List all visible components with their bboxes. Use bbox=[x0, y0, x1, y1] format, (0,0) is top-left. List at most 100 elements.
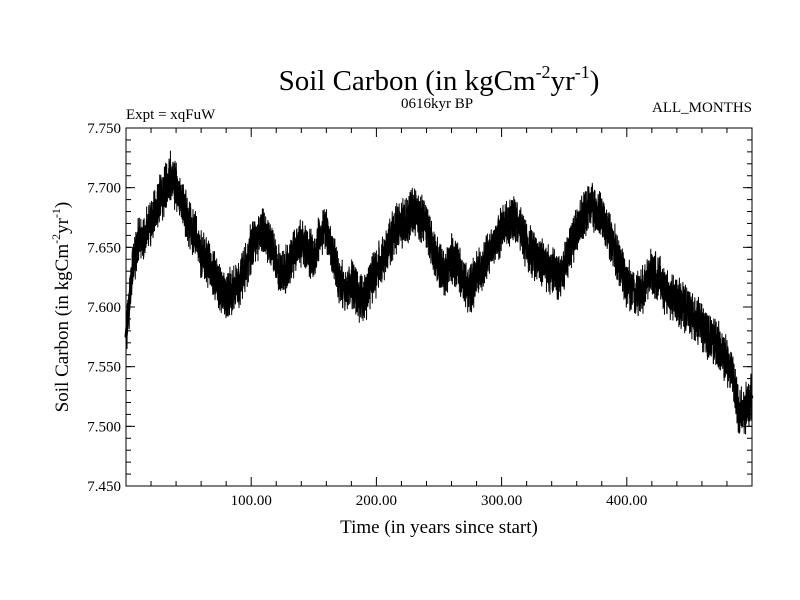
data-point bbox=[625, 281, 628, 285]
data-point bbox=[575, 228, 578, 231]
data-point bbox=[744, 407, 747, 410]
data-point bbox=[237, 281, 240, 285]
data-point bbox=[350, 281, 353, 285]
data-point bbox=[644, 281, 647, 285]
data-point bbox=[137, 240, 140, 243]
y-tick-label: 7.750 bbox=[87, 121, 121, 137]
data-point bbox=[381, 258, 384, 261]
data-point bbox=[193, 234, 197, 237]
data-point bbox=[563, 264, 566, 267]
data-point bbox=[368, 281, 372, 285]
data-point bbox=[181, 204, 184, 207]
data-point bbox=[738, 413, 741, 416]
data-point bbox=[713, 341, 716, 344]
data-point bbox=[268, 240, 272, 243]
data-point bbox=[619, 264, 622, 267]
y-tick-label: 7.500 bbox=[87, 419, 121, 435]
data-point bbox=[512, 216, 516, 219]
data-point bbox=[550, 270, 553, 273]
x-axis-label: Time (in years since start) bbox=[340, 517, 538, 538]
y-axis-label: Soil Carbon (in kgCm-2yr-1) bbox=[49, 202, 73, 413]
data-point bbox=[725, 359, 729, 362]
period-label: 0616kyr BP bbox=[401, 96, 473, 112]
data-point bbox=[206, 264, 209, 267]
data-point bbox=[293, 252, 297, 255]
data-point bbox=[412, 210, 416, 213]
data-point bbox=[393, 228, 397, 231]
data-point bbox=[481, 264, 485, 267]
data-point bbox=[331, 252, 334, 255]
data-point bbox=[456, 264, 459, 267]
data-point bbox=[149, 222, 153, 225]
data-point bbox=[531, 252, 535, 255]
data-point bbox=[224, 293, 228, 297]
data-point bbox=[356, 293, 359, 297]
y-tick-label: 7.600 bbox=[87, 300, 121, 316]
data-point bbox=[506, 222, 510, 225]
data-point bbox=[131, 270, 134, 273]
data-point bbox=[694, 317, 697, 321]
data-point bbox=[700, 323, 704, 327]
data-point bbox=[750, 395, 754, 398]
data-point bbox=[281, 275, 284, 279]
data-point bbox=[218, 287, 222, 291]
series-group bbox=[124, 150, 754, 435]
y-tick-label: 7.450 bbox=[87, 479, 121, 495]
data-point bbox=[124, 335, 128, 339]
data-point bbox=[606, 234, 610, 237]
data-point bbox=[243, 270, 247, 273]
data-point bbox=[444, 270, 447, 273]
data-point bbox=[569, 246, 572, 249]
data-point bbox=[494, 240, 497, 243]
data-point bbox=[656, 275, 660, 279]
data-point bbox=[425, 222, 428, 225]
data-point bbox=[437, 264, 441, 267]
data-point bbox=[343, 287, 347, 291]
data-point bbox=[287, 264, 290, 267]
series-line bbox=[125, 150, 753, 435]
data-point bbox=[688, 311, 691, 315]
data-point bbox=[156, 204, 159, 207]
data-point bbox=[187, 222, 190, 225]
data-point bbox=[650, 270, 654, 273]
data-point bbox=[638, 293, 641, 297]
data-point bbox=[362, 299, 366, 303]
data-point bbox=[600, 216, 603, 219]
data-point bbox=[406, 216, 409, 219]
data-point bbox=[669, 293, 672, 297]
data-point bbox=[168, 174, 172, 177]
data-point bbox=[250, 246, 253, 249]
experiment-label: Expt = xqFuW bbox=[126, 107, 216, 123]
data-point bbox=[519, 228, 522, 231]
data-point bbox=[581, 216, 585, 219]
data-point bbox=[732, 377, 735, 380]
data-point bbox=[174, 186, 178, 189]
data-point bbox=[487, 252, 491, 255]
data-point bbox=[337, 275, 341, 279]
x-tick-label: 100.00 bbox=[231, 493, 272, 509]
data-point bbox=[400, 222, 403, 225]
y-tick-label: 7.700 bbox=[87, 181, 121, 197]
data-point bbox=[475, 275, 478, 279]
months-label: ALL_MONTHS bbox=[652, 100, 752, 116]
data-point bbox=[469, 287, 472, 291]
data-point bbox=[318, 234, 322, 237]
data-point bbox=[419, 216, 422, 219]
data-point bbox=[719, 347, 722, 350]
data-point bbox=[500, 228, 503, 231]
x-tick-label: 300.00 bbox=[481, 493, 522, 509]
data-point bbox=[450, 258, 453, 261]
y-tick-label: 7.650 bbox=[87, 240, 121, 256]
axis-ticks: 7.450 7.500 7.550 7.600 7.650 7.700 7.750 100.0… bbox=[87, 121, 752, 509]
data-point bbox=[162, 192, 165, 195]
chart-title: Soil Carbon (in kgCm-2yr-1) bbox=[279, 62, 600, 97]
data-point bbox=[663, 287, 666, 291]
data-point bbox=[199, 252, 203, 255]
data-point bbox=[681, 305, 685, 309]
data-point bbox=[231, 287, 234, 291]
y-tick-label: 7.550 bbox=[87, 360, 121, 376]
data-point bbox=[462, 281, 466, 285]
data-point bbox=[556, 275, 560, 279]
data-point bbox=[262, 228, 265, 231]
data-point bbox=[588, 204, 591, 207]
